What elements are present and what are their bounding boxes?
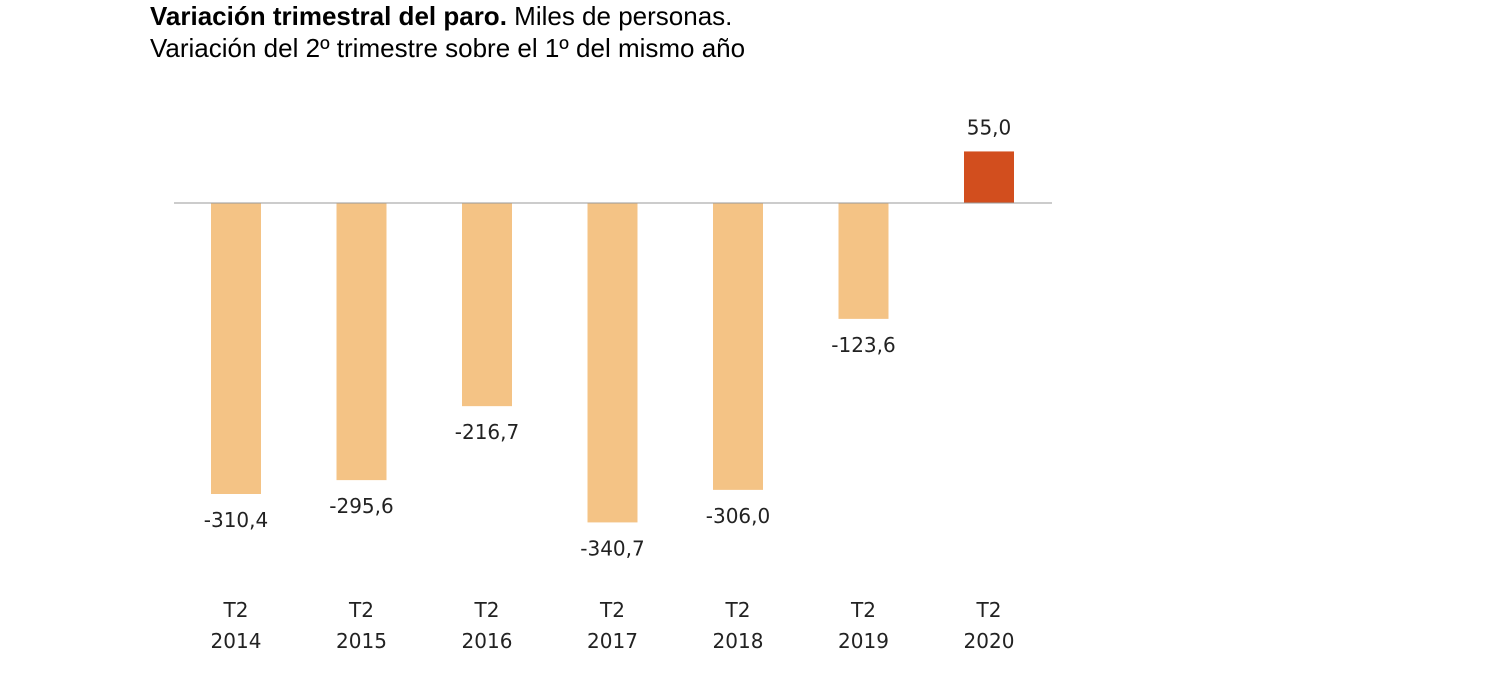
bar-2020 (964, 151, 1014, 203)
bars-layer (211, 151, 1014, 523)
bar-2016 (462, 203, 512, 407)
value-label-2017: -340,7 (580, 536, 644, 560)
x-tick-label-2020-line-2: 2020 (964, 629, 1015, 653)
x-tick-label-2020-line-1: T2 (976, 598, 1002, 622)
chart-title-bold: Variación trimestral del paro. (150, 1, 507, 31)
bar-2017 (587, 203, 638, 523)
value-label-2016: -216,7 (455, 420, 519, 444)
labels-layer: -310,4 -295,6 -216,7 -340,7 -306,0 -123,6 55,0 (204, 115, 1012, 560)
chart-title-block: Variación trimestral del paro. Miles de … (150, 0, 745, 64)
bar-2015 (336, 203, 387, 481)
value-label-2019: -123,6 (831, 333, 895, 357)
value-label-2018: -306,0 (706, 504, 770, 528)
x-tick-label-2019-line-1: T2 (850, 598, 876, 622)
bar-2014 (211, 203, 261, 494)
x-tick-label-2017-line-2: 2017 (587, 629, 638, 653)
x-tick-label-2014-line-2: 2014 (211, 629, 262, 653)
x-tick-label-2016-line-2: 2016 (462, 629, 513, 653)
x-tick-label-2018-line-2: 2018 (713, 629, 764, 653)
bar-2019 (838, 203, 889, 319)
bar-2018 (713, 203, 763, 490)
x-tick-label-2017-line-1: T2 (599, 598, 625, 622)
x-tick-label-2015-line-2: 2015 (336, 629, 387, 653)
x-tick-label-2015-line-1: T2 (348, 598, 374, 622)
chart-title-rest: Miles de personas. (514, 1, 733, 31)
value-label-2014: -310,4 (204, 508, 268, 532)
x-tick-label-2018-line-1: T2 (725, 598, 751, 622)
x-tick-labels: T2 2014 T2 2015 T2 2016 T2 2017 T2 2018 T2 2019 T2 20… (211, 598, 1015, 653)
x-tick-label-2014-line-1: T2 (223, 598, 249, 622)
chart-subtitle: Variación del 2º trimestre sobre el 1º d… (150, 33, 746, 63)
x-tick-label-2019-line-2: 2019 (838, 629, 889, 653)
x-tick-label-2016-line-1: T2 (474, 598, 500, 622)
chart-title: Variación trimestral del paro. Miles de … (150, 0, 745, 32)
value-label-2020: 55,0 (967, 115, 1012, 139)
value-label-2015: -295,6 (329, 494, 393, 518)
